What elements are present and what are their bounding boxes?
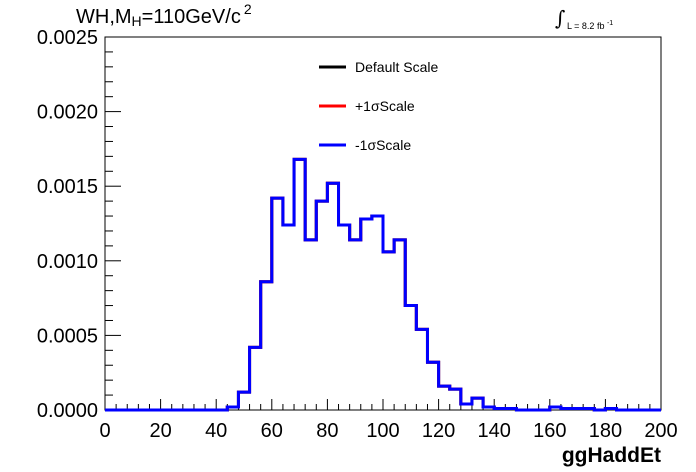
- y-tick-label: 0.0005: [37, 325, 98, 347]
- series-line-2: [105, 157, 661, 412]
- title-prefix: WH,M: [76, 6, 132, 28]
- x-tick-label: 60: [261, 420, 283, 442]
- x-tick-label: 140: [478, 420, 511, 442]
- x-tick-label: 100: [366, 420, 399, 442]
- x-tick-label: 40: [205, 420, 227, 442]
- integral-sign-icon: ∫: [555, 6, 566, 30]
- x-tick-label: 120: [422, 420, 455, 442]
- legend-label-2: +1σScale: [355, 98, 415, 114]
- x-tick-label: 160: [533, 420, 566, 442]
- luminosity-text: L = 8.2 fb -1: [567, 20, 614, 31]
- y-tick-label: 0.0025: [37, 27, 98, 49]
- legend-label-3: -1σScale: [355, 137, 411, 153]
- y-tick-label: 0.0020: [37, 102, 98, 124]
- x-tick-label: 80: [316, 420, 338, 442]
- x-tick-label: 20: [149, 420, 171, 442]
- x-tick-label: 0: [99, 420, 110, 442]
- series-line-1: [105, 157, 661, 412]
- x-tick-label: 180: [589, 420, 622, 442]
- chart-title: WH,MH=110GeV/c 2: [76, 1, 252, 29]
- chart-legend: Default Scale +1σScale -1σScale: [319, 59, 438, 153]
- y-tick-label: 0.0015: [37, 176, 98, 198]
- x-axis-label: ggHaddEt: [562, 444, 661, 467]
- legend-label-1: Default Scale: [355, 59, 438, 75]
- luminosity-exponent: -1: [606, 20, 614, 27]
- y-tick-label: 0.0010: [37, 251, 98, 273]
- title-superscript: 2: [243, 1, 252, 17]
- title-subscript: H: [131, 13, 142, 29]
- title-main: =110GeV/c: [141, 6, 241, 28]
- series-line-3: [105, 157, 661, 412]
- luminosity-value: L = 8.2 fb: [567, 21, 605, 31]
- x-tick-label: 200: [644, 420, 677, 442]
- y-tick-label: 0.0000: [37, 400, 98, 422]
